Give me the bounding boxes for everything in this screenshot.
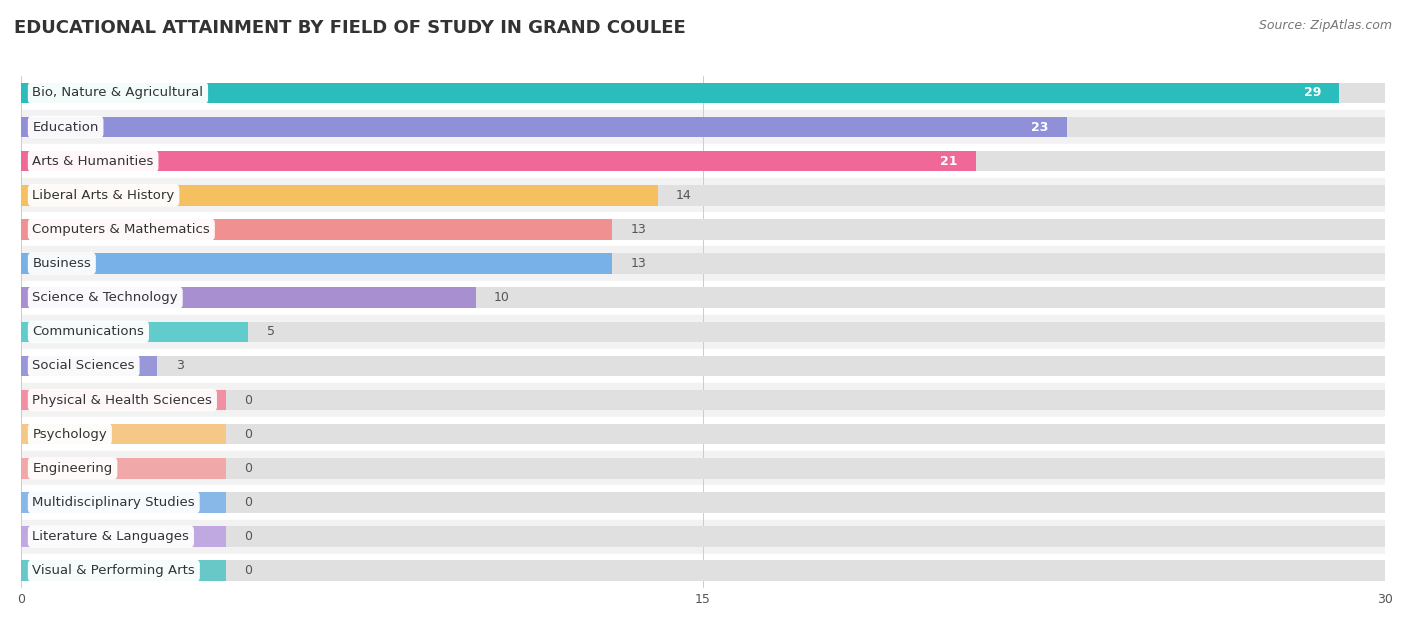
Text: 0: 0 — [243, 462, 252, 475]
Text: 0: 0 — [243, 394, 252, 406]
Text: Source: ZipAtlas.com: Source: ZipAtlas.com — [1258, 19, 1392, 32]
Bar — [21, 246, 1385, 281]
Bar — [21, 561, 225, 581]
Bar — [21, 417, 1385, 451]
Text: 3: 3 — [176, 360, 184, 372]
Bar — [21, 281, 1385, 315]
Bar — [21, 458, 1385, 478]
Bar — [21, 561, 1385, 581]
Text: 29: 29 — [1303, 87, 1322, 99]
Bar — [21, 554, 1385, 588]
Bar — [21, 526, 1385, 547]
Bar — [21, 383, 1385, 417]
Text: 10: 10 — [494, 291, 510, 304]
Bar — [21, 219, 1385, 240]
Bar — [21, 83, 1340, 103]
Text: EDUCATIONAL ATTAINMENT BY FIELD OF STUDY IN GRAND COULEE: EDUCATIONAL ATTAINMENT BY FIELD OF STUDY… — [14, 19, 686, 37]
Text: Bio, Nature & Agricultural: Bio, Nature & Agricultural — [32, 87, 204, 99]
Bar — [21, 424, 1385, 444]
Bar — [21, 253, 1385, 274]
Bar — [21, 520, 1385, 554]
Text: 13: 13 — [630, 257, 645, 270]
Bar — [21, 117, 1067, 137]
Bar — [21, 390, 225, 410]
Bar — [21, 485, 1385, 520]
Text: Psychology: Psychology — [32, 428, 107, 441]
Text: 14: 14 — [676, 189, 692, 202]
Bar — [21, 117, 1385, 137]
Bar — [21, 144, 1385, 178]
Text: Education: Education — [32, 121, 98, 133]
Text: Social Sciences: Social Sciences — [32, 360, 135, 372]
Text: Multidisciplinary Studies: Multidisciplinary Studies — [32, 496, 195, 509]
Text: 21: 21 — [941, 155, 957, 167]
Bar — [21, 356, 157, 376]
Text: Visual & Performing Arts: Visual & Performing Arts — [32, 564, 195, 577]
Text: Liberal Arts & History: Liberal Arts & History — [32, 189, 174, 202]
Text: 23: 23 — [1031, 121, 1049, 133]
Bar — [21, 492, 225, 513]
Bar — [21, 424, 225, 444]
Text: Communications: Communications — [32, 325, 145, 338]
Text: Business: Business — [32, 257, 91, 270]
Text: Computers & Mathematics: Computers & Mathematics — [32, 223, 211, 236]
Text: 0: 0 — [243, 496, 252, 509]
Bar — [21, 451, 1385, 485]
Bar — [21, 526, 225, 547]
Bar — [21, 83, 1385, 103]
Text: 0: 0 — [243, 428, 252, 441]
Bar — [21, 322, 1385, 342]
Text: Arts & Humanities: Arts & Humanities — [32, 155, 153, 167]
Bar — [21, 288, 1385, 308]
Bar — [21, 185, 658, 205]
Bar — [21, 178, 1385, 212]
Bar — [21, 349, 1385, 383]
Text: 5: 5 — [267, 325, 274, 338]
Bar — [21, 110, 1385, 144]
Bar — [21, 390, 1385, 410]
Bar — [21, 322, 249, 342]
Bar — [21, 151, 976, 171]
Bar — [21, 458, 225, 478]
Text: 13: 13 — [630, 223, 645, 236]
Bar — [21, 315, 1385, 349]
Text: Literature & Languages: Literature & Languages — [32, 530, 190, 543]
Bar — [21, 356, 1385, 376]
Text: Physical & Health Sciences: Physical & Health Sciences — [32, 394, 212, 406]
Bar — [21, 219, 612, 240]
Bar — [21, 76, 1385, 110]
Bar — [21, 492, 1385, 513]
Text: Science & Technology: Science & Technology — [32, 291, 179, 304]
Text: Engineering: Engineering — [32, 462, 112, 475]
Text: 0: 0 — [243, 564, 252, 577]
Bar — [21, 288, 475, 308]
Text: 0: 0 — [243, 530, 252, 543]
Bar — [21, 185, 1385, 205]
Bar — [21, 151, 1385, 171]
Bar — [21, 212, 1385, 246]
Bar — [21, 253, 612, 274]
